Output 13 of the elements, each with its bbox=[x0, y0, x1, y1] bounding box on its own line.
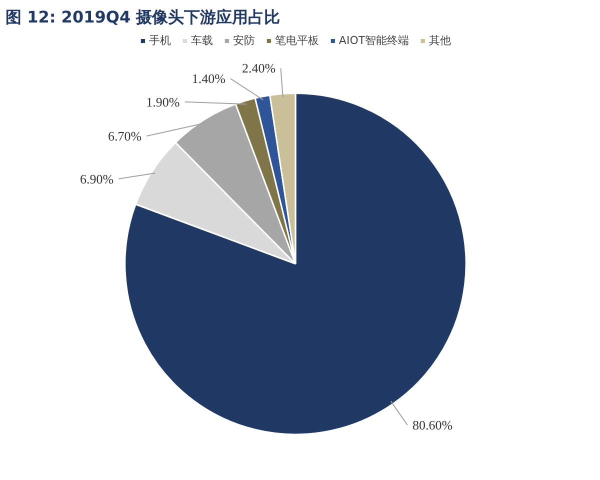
legend-label: AIOT智能终端 bbox=[338, 33, 410, 48]
chart-title: 图 12: 2019Q4 摄像头下游应用占比 bbox=[6, 8, 280, 26]
data-label: 1.90% bbox=[146, 94, 180, 110]
legend-label: 安防 bbox=[232, 33, 255, 48]
data-label: 80.60% bbox=[412, 417, 453, 432]
legend-label: 笔电平板 bbox=[274, 33, 319, 48]
legend-label: 车载 bbox=[190, 33, 213, 48]
data-label: 1.40% bbox=[192, 71, 226, 86]
data-label: 6.70% bbox=[108, 128, 142, 144]
legend-label: 其他 bbox=[429, 33, 452, 48]
data-label: 2.40% bbox=[242, 60, 276, 76]
legend-label: 手机 bbox=[148, 33, 171, 48]
data-label: 6.90% bbox=[80, 171, 114, 186]
